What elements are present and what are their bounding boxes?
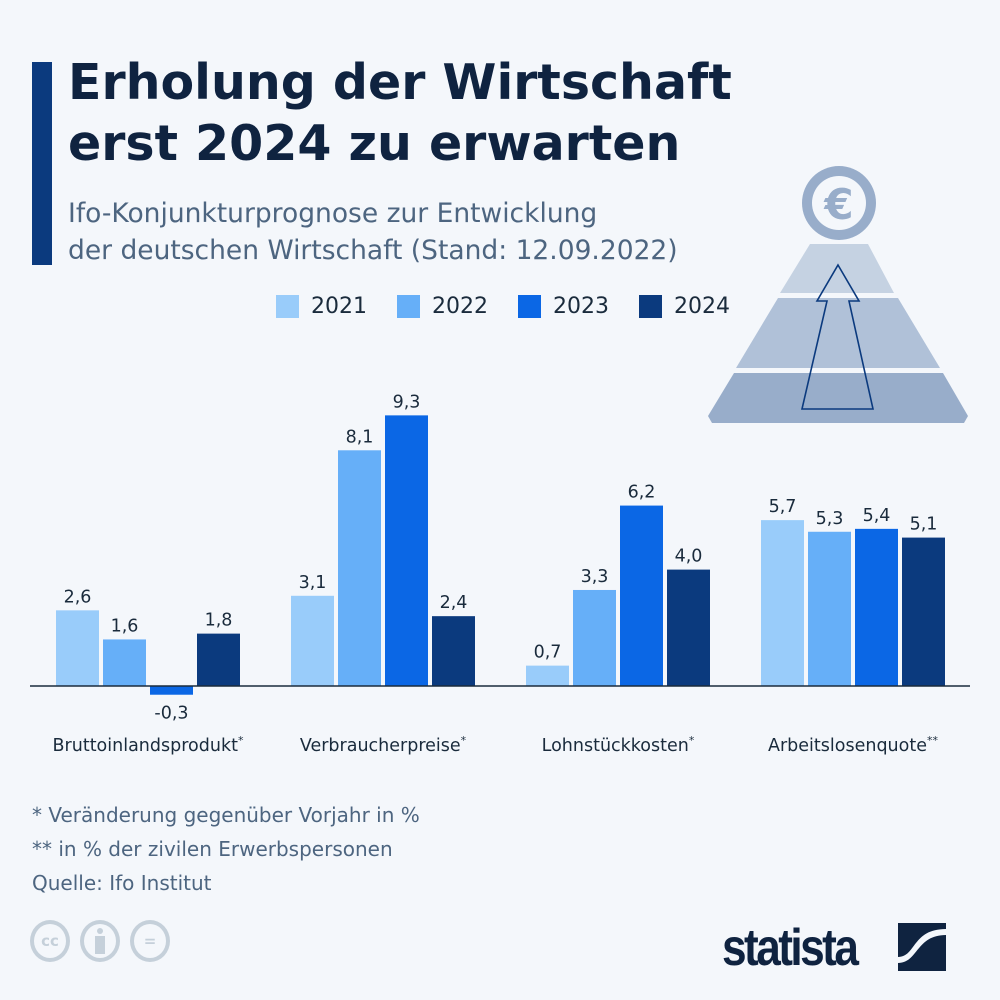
category-label: Arbeitslosenquote** — [768, 734, 938, 756]
footnotes: * Veränderung gegenüber Vorjahr in % ** … — [32, 798, 420, 900]
statista-wordmark: statista — [722, 919, 859, 977]
legend-item-2024: 2024 — [639, 294, 730, 319]
bar-2021-0 — [56, 610, 99, 686]
data-label: -0,3 — [154, 704, 188, 724]
legend-swatch — [639, 295, 662, 318]
bar-2021-1 — [291, 595, 334, 686]
bar-2024-0 — [197, 633, 240, 686]
legend-label: 2023 — [553, 294, 609, 319]
title-accent-bar — [32, 62, 52, 265]
bar-2024-2 — [667, 569, 710, 686]
data-label: 3,3 — [581, 567, 609, 587]
category-label: Verbraucherpreise* — [299, 734, 467, 756]
data-label: 3,1 — [299, 573, 327, 593]
bar-2023-3 — [855, 528, 898, 686]
data-label: 5,3 — [816, 509, 844, 529]
category-label: Bruttoinlandsprodukt* — [52, 734, 244, 756]
by-icon[interactable] — [80, 920, 120, 962]
data-label: 5,1 — [910, 515, 938, 535]
bar-2023-2 — [620, 505, 663, 686]
data-label: 2,6 — [64, 587, 92, 607]
legend-swatch — [276, 295, 299, 318]
data-label: 5,4 — [863, 506, 891, 526]
legend-item-2022: 2022 — [397, 294, 488, 319]
bar-2021-2 — [526, 665, 569, 686]
bar-2023-0 — [150, 686, 193, 695]
legend-swatch — [518, 295, 541, 318]
subtitle-line-2: der deutschen Wirtschaft (Stand: 12.09.2… — [68, 235, 678, 266]
data-label: 4,0 — [675, 547, 703, 567]
legend-item-2023: 2023 — [518, 294, 609, 319]
legend-swatch — [397, 295, 420, 318]
bar-2024-1 — [432, 616, 475, 686]
title-line-1: Erholung der Wirtschaft — [68, 54, 732, 111]
data-label: 0,7 — [534, 643, 562, 663]
legend-item-2021: 2021 — [276, 294, 367, 319]
legend: 2021 2022 2023 2024 — [276, 294, 760, 319]
bar-2022-2 — [573, 589, 616, 686]
data-label: 1,8 — [205, 611, 233, 631]
subtitle: Ifo-Konjunkturprognose zur Entwicklung d… — [68, 195, 768, 269]
bar-2024-3 — [902, 537, 945, 686]
footnote-1: * Veränderung gegenüber Vorjahr in % — [32, 803, 420, 827]
subtitle-line-1: Ifo-Konjunkturprognose zur Entwicklung — [68, 198, 598, 229]
data-label: 5,7 — [769, 497, 797, 517]
data-label: 6,2 — [628, 483, 656, 503]
page-title: Erholung der Wirtschaft erst 2024 zu erw… — [68, 52, 788, 174]
legend-label: 2021 — [311, 294, 367, 319]
cc-icon[interactable]: cc — [30, 920, 70, 962]
data-label: 8,1 — [346, 427, 374, 447]
data-label: 2,4 — [440, 593, 468, 613]
category-label: Lohnstückkosten* — [541, 734, 695, 756]
footnote-2: ** in % der zivilen Erwerbspersonen — [32, 837, 393, 861]
bar-2021-3 — [761, 520, 804, 686]
source: Quelle: Ifo Institut — [32, 871, 212, 895]
data-label: 9,3 — [393, 392, 421, 412]
euro-icon: € — [823, 180, 853, 229]
legend-label: 2024 — [674, 294, 730, 319]
license-icons[interactable]: cc = — [30, 920, 170, 962]
bar-2022-0 — [103, 639, 146, 686]
statista-logo-icon — [898, 923, 946, 971]
data-label: 1,6 — [111, 616, 139, 636]
bar-2023-1 — [385, 415, 428, 686]
title-line-2: erst 2024 zu erwarten — [68, 115, 681, 172]
nd-icon[interactable]: = — [130, 920, 170, 962]
bar-2022-3 — [808, 531, 851, 686]
bar-2022-1 — [338, 450, 381, 686]
statista-logo[interactable]: statista — [722, 918, 948, 978]
legend-label: 2022 — [432, 294, 488, 319]
